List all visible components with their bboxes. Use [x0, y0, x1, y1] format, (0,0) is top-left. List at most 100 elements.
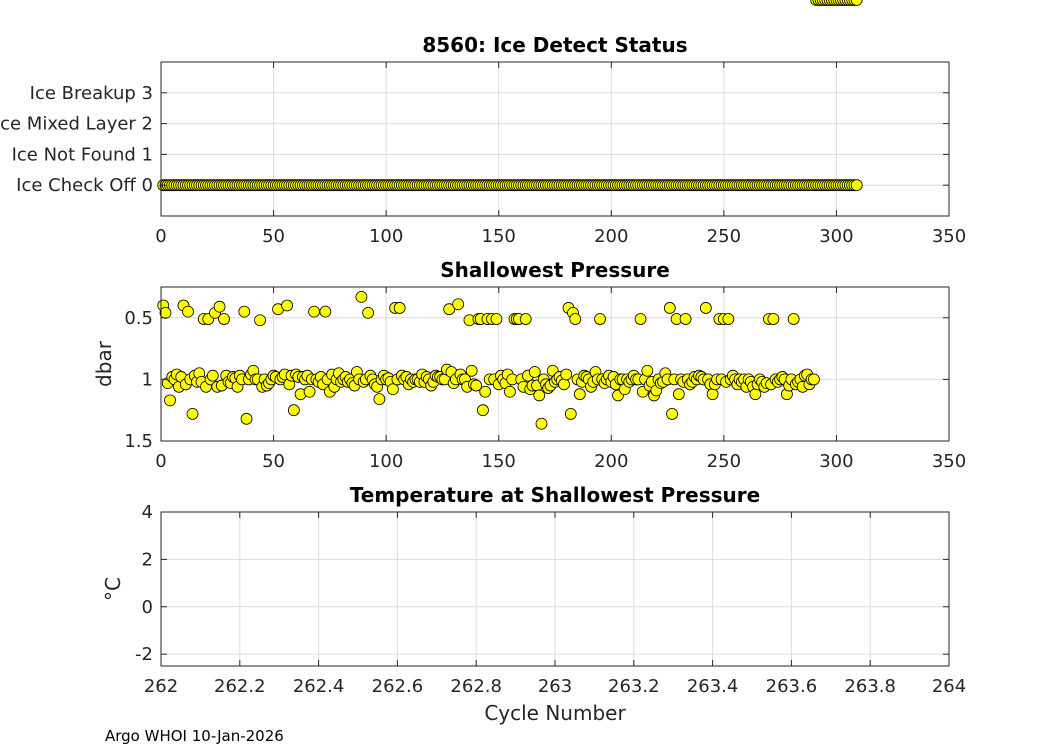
- pres-xtick-label: 150: [482, 451, 516, 472]
- pres-xtick-label: 300: [819, 451, 853, 472]
- ice-xtick-label: 50: [262, 226, 285, 247]
- pres-data-point: [240, 412, 253, 425]
- pres-xtick-label: 100: [369, 451, 403, 472]
- pres-data-point: [477, 404, 489, 417]
- ice-xtick-label: 250: [707, 226, 741, 247]
- pres-data-point: [850, 0, 863, 6]
- pres-data-point: [749, 388, 762, 401]
- ice-status-title: 8560: Ice Detect Status: [422, 33, 687, 57]
- pres-data-point: [479, 385, 492, 398]
- pres-data-point: [535, 417, 548, 430]
- pres-data-point: [238, 305, 251, 318]
- pres-data-point: [663, 302, 676, 314]
- pres-data-point: [213, 300, 226, 313]
- ice-ytick-label: Ice Check Off 0: [16, 175, 153, 196]
- pres-data-point: [254, 314, 266, 327]
- shallowest-pressure-ylabel: dbar: [92, 340, 116, 387]
- pres-data-point: [504, 385, 516, 398]
- pres-axes-frame: [160, 286, 950, 442]
- temp-xtick-label: 263.2: [608, 676, 660, 697]
- pres-data-point: [386, 383, 399, 396]
- pres-data-point: [373, 393, 386, 406]
- temp-xtick-label: 262.6: [372, 676, 424, 697]
- temperature-title: Temperature at Shallowest Pressure: [350, 483, 760, 507]
- shallowest-pressure-panel: 0 50 100 150 200 250 300 350 0.5 1 1.5 Shallowest …: [92, 0, 966, 472]
- ice-xtick-label: 0: [155, 226, 166, 247]
- temp-xtick-label: 262: [144, 676, 178, 697]
- pres-data-point: [519, 313, 532, 325]
- ice-xtick-label: 200: [594, 226, 628, 247]
- pres-data-point: [787, 313, 800, 325]
- pres-data-point: [287, 404, 300, 417]
- pres-data-point: [182, 305, 194, 318]
- pres-data-point: [558, 378, 570, 391]
- pres-data-point: [308, 305, 321, 318]
- temperature-xlabel: Cycle Number: [484, 701, 626, 725]
- pres-xtick-label: 250: [707, 451, 741, 472]
- temp-xtick-label: 263.8: [844, 676, 896, 697]
- pres-data-point: [808, 373, 820, 386]
- temperature-ylabel: °C: [101, 577, 125, 601]
- pres-data-point: [666, 407, 678, 420]
- ice-xtick-label: 100: [369, 226, 403, 247]
- pres-data-point: [164, 394, 176, 407]
- pres-data-point: [218, 313, 230, 325]
- pres-ytick-label: 0.5: [124, 308, 153, 329]
- pres-data-point: [533, 389, 546, 402]
- shallowest-pressure-points: [157, 0, 863, 430]
- ice-xtick-label: 350: [932, 226, 966, 247]
- temp-xtick-label: 262.2: [214, 676, 266, 697]
- pres-xtick-label: 0: [155, 451, 166, 472]
- pres-data-point: [206, 369, 219, 382]
- ice-ytick-label: Ice Mixed Layer 2: [0, 114, 153, 135]
- pres-data-point: [186, 407, 199, 420]
- shallowest-pressure-ticks: 0 50 100 150 200 250 300 350 0.5 1 1.5: [124, 286, 966, 472]
- pres-data-point: [159, 306, 172, 319]
- pres-data-point: [699, 302, 712, 314]
- ice-ytick-label: Ice Breakup 3: [30, 83, 153, 104]
- ice-status-points: [157, 179, 863, 192]
- pres-data-point: [528, 366, 541, 378]
- pres-data-point: [564, 407, 577, 420]
- temp-ytick-label: 4: [142, 502, 153, 523]
- ice-status-axes: [160, 61, 950, 217]
- footer-credit: Argo WHOI 10-Jan-2026: [105, 727, 284, 745]
- pres-data-point: [470, 379, 483, 392]
- temp-xtick-label: 264: [932, 676, 966, 697]
- pres-data-point: [443, 303, 456, 316]
- ice-axes-frame: [160, 61, 950, 217]
- pres-data-point: [362, 306, 375, 319]
- temp-xtick-label: 263: [538, 676, 572, 697]
- pres-data-point: [393, 302, 406, 314]
- ice-status-ticks: 0 50 100 150 200 250 300 350 Ice Check Off 0 Ice …: [0, 61, 966, 247]
- pres-data-point: [560, 368, 573, 381]
- temp-xtick-label: 262.4: [293, 676, 345, 697]
- temperature-panel: 262 262.2 262.4 262.6 262.8 263 263.2 263.4 263.…: [101, 483, 966, 725]
- pres-data-point: [569, 313, 582, 325]
- pres-data-point: [594, 313, 606, 325]
- pres-ytick-label: 1: [142, 369, 153, 390]
- pres-data-point: [634, 313, 647, 325]
- pres-data-point: [490, 313, 503, 325]
- pres-data-point: [722, 313, 735, 325]
- temp-ytick-label: 2: [142, 549, 153, 570]
- pres-data-point: [679, 313, 692, 325]
- pres-data-point: [465, 364, 478, 377]
- pres-data-point: [672, 388, 685, 401]
- ice-xtick-label: 300: [819, 226, 853, 247]
- ice-data-point: [850, 179, 863, 192]
- pres-xtick-label: 200: [594, 451, 628, 472]
- ice-status-panel: 0 50 100 150 200 250 300 350 Ice Check Off 0 Ice …: [0, 33, 966, 247]
- ice-ytick-label: Ice Not Found 1: [12, 144, 153, 165]
- pres-xtick-label: 350: [932, 451, 966, 472]
- shallowest-pressure-title: Shallowest Pressure: [440, 258, 670, 282]
- pres-data-point: [281, 299, 293, 312]
- pres-data-point: [319, 305, 332, 318]
- temperature-ticks: 262 262.2 262.4 262.6 262.8 263 263.2 263.4 263.…: [135, 502, 966, 697]
- ice-xtick-label: 150: [482, 226, 516, 247]
- temp-xtick-label: 263.4: [687, 676, 739, 697]
- pres-data-point: [641, 364, 654, 377]
- pres-ytick-label: 1.5: [124, 431, 153, 452]
- pres-data-point: [303, 385, 316, 398]
